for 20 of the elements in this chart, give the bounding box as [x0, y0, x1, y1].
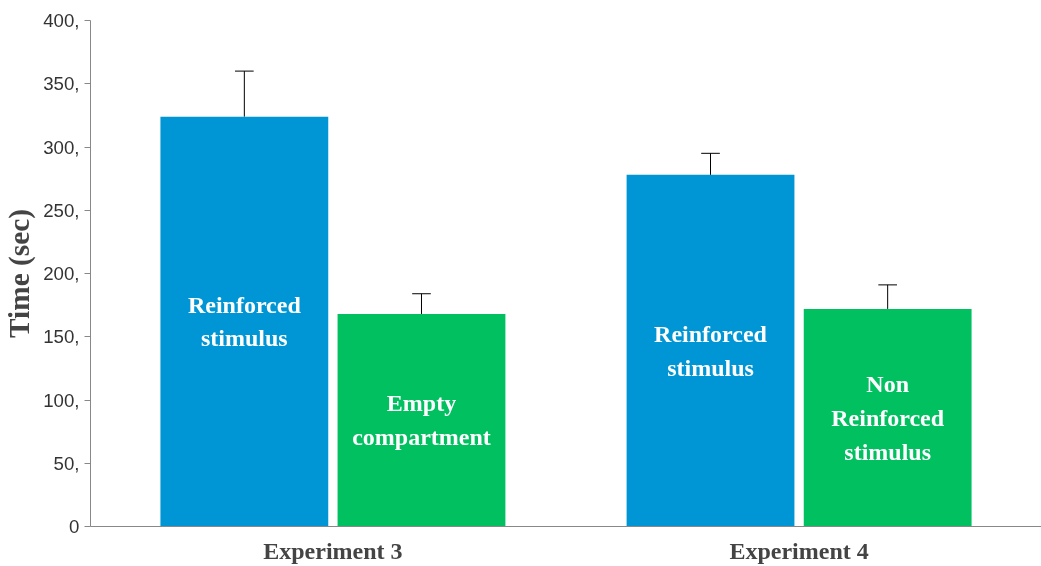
bar: [337, 313, 506, 527]
y-tick-label: 0: [69, 516, 80, 537]
bar: [160, 116, 329, 527]
bar: [626, 174, 795, 527]
y-tick-label: 350,: [43, 73, 80, 95]
annotation: Non Reinforced stimulus: [831, 370, 945, 465]
y-tick-label: 50,: [53, 452, 80, 474]
annotation: Empty compartment: [352, 390, 491, 451]
y-tick-label: 400,: [43, 10, 80, 31]
y-tick-label: 250,: [43, 199, 80, 221]
annotation: Reinforced stimulus: [654, 320, 768, 381]
annotation: Reinforced stimulus: [187, 291, 302, 352]
y-axis-title: Time (sec): [3, 209, 37, 338]
y-tick-label: 200,: [43, 263, 80, 284]
y-tick-label: 300,: [43, 136, 80, 158]
y-tick-label: 100,: [43, 389, 80, 411]
y-tick-label: 150,: [43, 326, 80, 348]
bar: [803, 308, 972, 527]
x-tick-label: Experiment 3: [263, 537, 403, 564]
x-tick-label: Experiment 4: [729, 537, 869, 564]
